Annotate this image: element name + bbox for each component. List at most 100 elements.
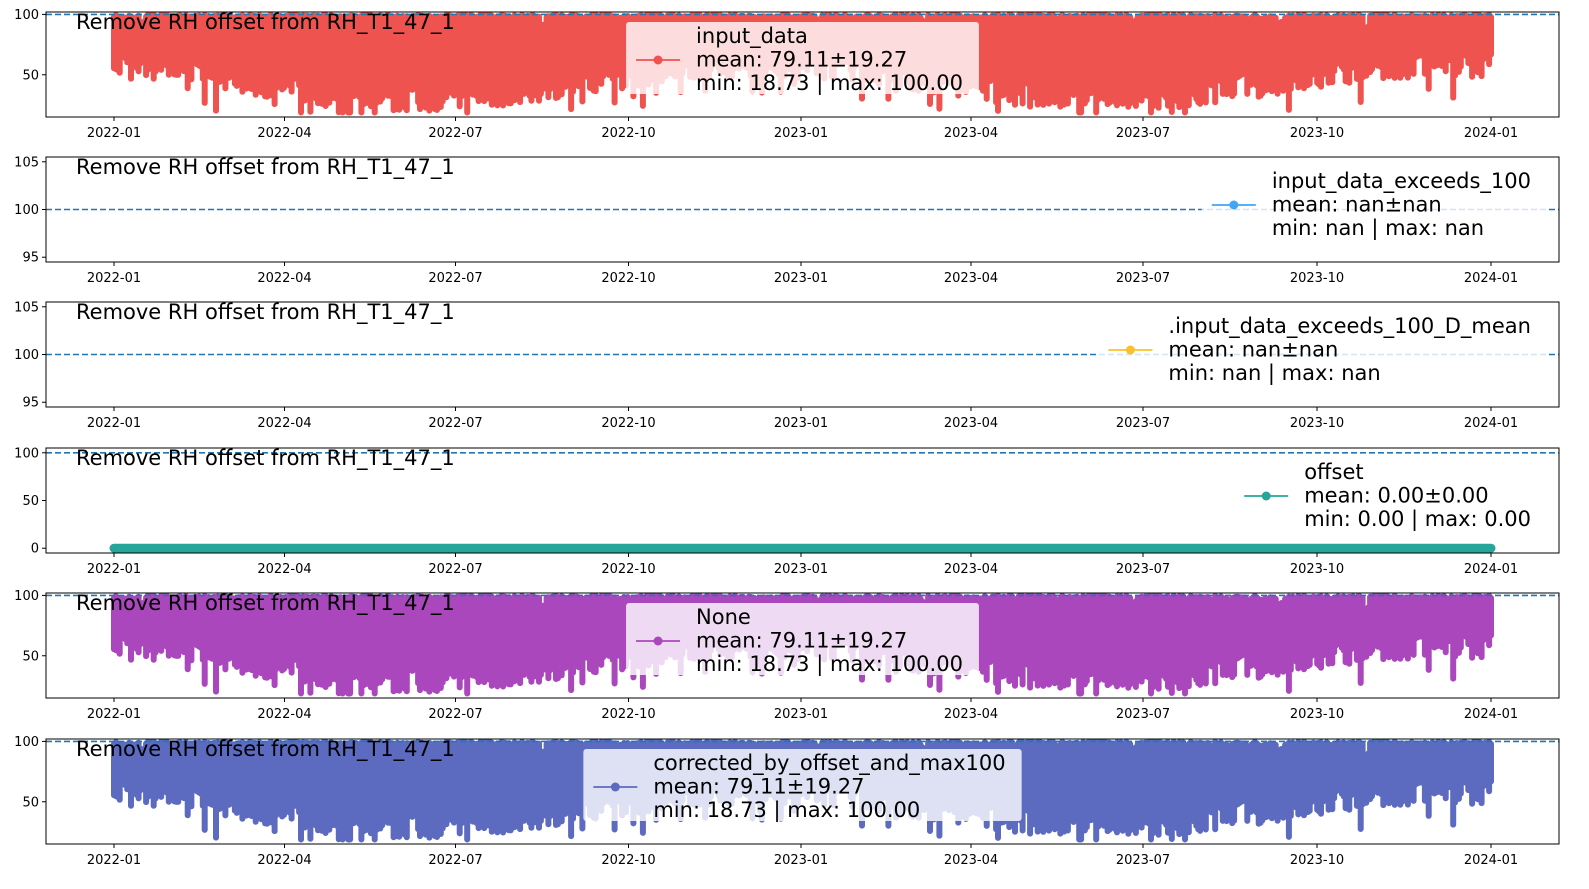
legend-handle-marker: [653, 55, 663, 65]
legend-name: input_data_exceeds_100: [1272, 169, 1531, 194]
y-tick-label: 105: [14, 300, 39, 315]
panel-1: 50 100 2022-01 2022-04 2022-07 2022-10 2023-01…: [14, 8, 1560, 141]
x-tick-label: 2022-04: [257, 126, 311, 141]
x-tick-label: 2023-04: [944, 416, 998, 431]
x-tick-label: 2022-10: [601, 853, 655, 868]
y-tick-label: 50: [22, 68, 39, 83]
panel-title: Remove RH offset from RH_T1_47_1: [76, 446, 455, 471]
legend-range: min: 18.73 | max: 100.00: [653, 798, 920, 823]
legend-box: [583, 749, 1022, 821]
x-tick-label: 2023-04: [944, 562, 998, 577]
x-tick-label: 2023-07: [1116, 416, 1170, 431]
legend-box: [1201, 167, 1547, 239]
legend-handle-marker: [1229, 200, 1239, 210]
x-tick-label: 2023-10: [1290, 271, 1344, 286]
y-tick-label: 105: [14, 155, 39, 170]
panel-2: 95 100 105 2022-01 2022-04 2022-07 2022-10 2023…: [14, 155, 1560, 286]
x-tick-label: 2024-01: [1464, 271, 1518, 286]
y-tick-label: 100: [14, 446, 39, 461]
x-tick-label: 2023-01: [774, 562, 828, 577]
x-tick-label: 2023-01: [774, 853, 828, 868]
legend-name: .input_data_exceeds_100_D_mean: [1168, 314, 1531, 339]
x-tick-label: 2024-01: [1464, 562, 1518, 577]
x-tick-label: 2022-07: [428, 416, 482, 431]
legend-box: [1098, 312, 1547, 384]
y-tick-label: 50: [22, 795, 39, 810]
legend-mean: mean: 79.11±19.27: [696, 629, 907, 653]
legend-range: min: 18.73 | max: 100.00: [696, 652, 963, 677]
axes-frame: [45, 592, 1560, 699]
legend-box: [626, 22, 979, 94]
x-tick-label: 2023-01: [774, 707, 828, 722]
x-tick-label: 2023-07: [1116, 853, 1170, 868]
x-tick-label: 2022-10: [601, 707, 655, 722]
x-tick-label: 2023-07: [1116, 126, 1170, 141]
legend-handle-marker: [610, 782, 620, 792]
x-tick-label: 2023-01: [774, 416, 828, 431]
x-tick-label: 2024-01: [1464, 707, 1518, 722]
x-tick-label: 2022-04: [257, 853, 311, 868]
legend-mean: mean: 79.11±19.27: [653, 775, 864, 799]
panel-title: Remove RH offset from RH_T1_47_1: [76, 737, 455, 762]
legend-handle-marker: [1261, 491, 1271, 501]
x-tick-label: 2022-10: [601, 562, 655, 577]
x-tick-label: 2022-10: [601, 416, 655, 431]
legend-mean: mean: nan±nan: [1168, 338, 1338, 362]
x-tick-label: 2023-10: [1290, 126, 1344, 141]
x-tick-label: 2022-07: [428, 271, 482, 286]
x-tick-label: 2022-01: [87, 707, 141, 722]
axes-frame: [45, 11, 1560, 118]
x-tick-label: 2022-07: [428, 562, 482, 577]
x-tick-label: 2022-07: [428, 126, 482, 141]
legend-handle-marker: [1125, 345, 1135, 355]
legend-box: [1234, 458, 1547, 530]
panel-4: 0 50 100 2022-01 2022-04 2022-07 2022-10 2023-0…: [14, 446, 1560, 577]
legend-name: offset: [1304, 460, 1363, 484]
x-tick-label: 2024-01: [1464, 853, 1518, 868]
x-tick-label: 2023-01: [774, 126, 828, 141]
y-tick-label: 100: [14, 589, 39, 604]
panel-title: Remove RH offset from RH_T1_47_1: [76, 10, 455, 35]
axes-frame: [45, 738, 1560, 845]
x-tick-label: 2022-01: [87, 562, 141, 577]
y-tick-label: 100: [14, 8, 39, 23]
legend-name: corrected_by_offset_and_max100: [653, 751, 1005, 776]
y-tick-label: 100: [14, 203, 39, 218]
legend-range: min: nan | max: nan: [1168, 361, 1380, 386]
x-tick-label: 2022-01: [87, 416, 141, 431]
y-tick-label: 100: [14, 348, 39, 363]
panel-6: 50 100 2022-01 2022-04 2022-07 2022-10 2023-01…: [14, 735, 1560, 868]
x-tick-label: 2022-10: [601, 126, 655, 141]
x-tick-label: 2023-10: [1290, 562, 1344, 577]
x-tick-label: 2023-07: [1116, 707, 1170, 722]
x-tick-label: 2024-01: [1464, 126, 1518, 141]
x-tick-label: 2023-04: [944, 271, 998, 286]
x-tick-label: 2023-01: [774, 271, 828, 286]
y-tick-label: 100: [14, 735, 39, 750]
x-tick-label: 2022-04: [257, 562, 311, 577]
x-tick-label: 2023-07: [1116, 271, 1170, 286]
x-tick-label: 2023-10: [1290, 707, 1344, 722]
legend-handle-marker: [653, 636, 663, 646]
legend-range: min: 18.73 | max: 100.00: [696, 71, 963, 96]
legend-range: min: nan | max: nan: [1272, 216, 1484, 241]
x-tick-label: 2022-07: [428, 853, 482, 868]
legend-mean: mean: 79.11±19.27: [696, 48, 907, 72]
legend-mean: mean: nan±nan: [1272, 193, 1442, 217]
x-tick-label: 2023-10: [1290, 416, 1344, 431]
x-tick-label: 2023-07: [1116, 562, 1170, 577]
y-tick-label: 95: [22, 251, 39, 266]
y-tick-label: 0: [31, 542, 39, 557]
x-tick-label: 2022-07: [428, 707, 482, 722]
x-tick-label: 2022-04: [257, 707, 311, 722]
x-tick-label: 2022-04: [257, 271, 311, 286]
panel-title: Remove RH offset from RH_T1_47_1: [76, 155, 455, 180]
panel-3: 95 100 105 2022-01 2022-04 2022-07 2022-10 2023…: [14, 300, 1560, 431]
x-tick-label: 2022-01: [87, 271, 141, 286]
x-tick-label: 2022-01: [87, 853, 141, 868]
y-tick-label: 95: [22, 396, 39, 411]
